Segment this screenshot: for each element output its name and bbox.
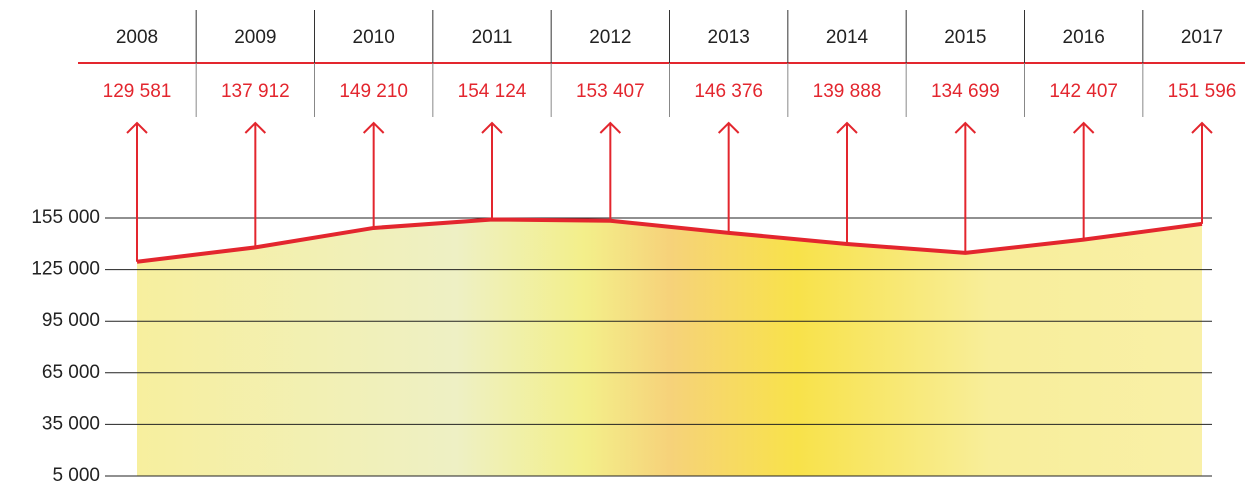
value-label: 146 376	[694, 81, 763, 102]
y-tick-label: 65 000	[42, 362, 100, 383]
y-tick-label: 5 000	[52, 465, 100, 484]
year-label: 2009	[234, 27, 276, 48]
plot: 5 000 35 000 65 000 95 000 125 000 155 000 200…	[31, 10, 1245, 484]
year-label: 2014	[826, 27, 869, 48]
value-label: 151 596	[1168, 81, 1237, 102]
value-label: 149 210	[339, 81, 408, 102]
year-label: 2012	[589, 27, 631, 48]
year-label: 2016	[1063, 27, 1105, 48]
y-tick-label: 155 000	[31, 207, 100, 228]
pointer	[245, 123, 265, 247]
pointer	[600, 123, 620, 221]
y-tick-label: 95 000	[42, 310, 100, 331]
year-label: 2013	[708, 27, 750, 48]
year-label: 2015	[944, 27, 986, 48]
pointer	[364, 123, 384, 228]
pointer	[837, 123, 857, 244]
year-label: 2017	[1181, 27, 1223, 48]
area	[137, 220, 1202, 476]
year-label: 2008	[116, 27, 158, 48]
chart: 5 000 35 000 65 000 95 000 125 000 155 000 200…	[0, 0, 1245, 484]
year-label: 2011	[472, 27, 513, 48]
pointer	[1074, 123, 1094, 240]
pointer	[955, 123, 975, 253]
value-label: 142 407	[1049, 81, 1118, 102]
pointer	[719, 123, 739, 233]
value-label: 139 888	[813, 81, 882, 102]
pointer	[127, 123, 147, 262]
value-label: 154 124	[458, 81, 527, 102]
value-label: 153 407	[576, 81, 645, 102]
year-label: 2010	[353, 27, 395, 48]
y-tick-label: 125 000	[31, 259, 100, 280]
y-tick-label: 35 000	[42, 413, 100, 434]
pointer	[482, 123, 502, 220]
value-label: 137 912	[221, 81, 290, 102]
value-label: 134 699	[931, 81, 1000, 102]
pointer	[1192, 123, 1212, 224]
value-label: 129 581	[103, 81, 172, 102]
